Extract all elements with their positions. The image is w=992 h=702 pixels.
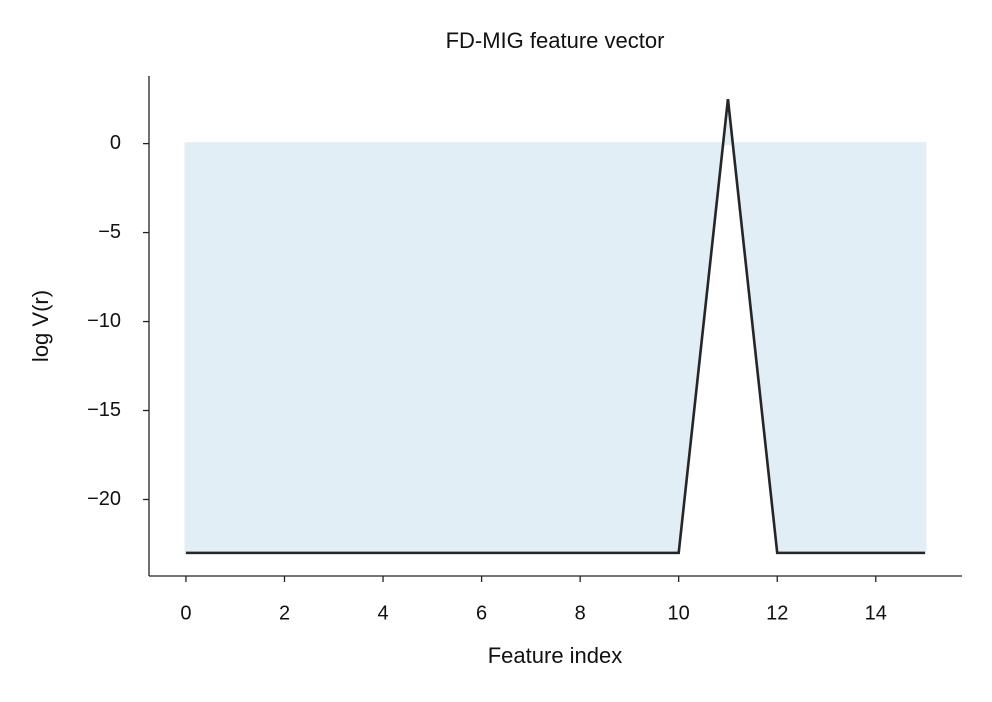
y-tick-label: −20	[87, 488, 121, 510]
x-tick-label: 12	[766, 602, 788, 624]
y-tick-label: −5	[98, 221, 121, 243]
y-tick-label: −15	[87, 399, 121, 421]
x-axis-label: Feature index	[488, 643, 623, 668]
y-tick-label: 0	[110, 132, 121, 154]
x-tick-label: 2	[279, 602, 290, 624]
chart-title: FD-MIG feature vector	[446, 28, 665, 53]
line	[185, 98, 926, 555]
x-tick-label: 14	[865, 602, 887, 624]
x-tick-label: 10	[668, 602, 690, 624]
y-axis-label: log V(r)	[28, 290, 53, 362]
x-tick-label: 4	[377, 602, 388, 624]
x-tick-label: 8	[575, 602, 586, 624]
x-tick-label: 6	[476, 602, 487, 624]
x-tick-label: 0	[180, 602, 191, 624]
fill-area	[184, 98, 927, 555]
y-tick-label: −10	[87, 310, 121, 332]
